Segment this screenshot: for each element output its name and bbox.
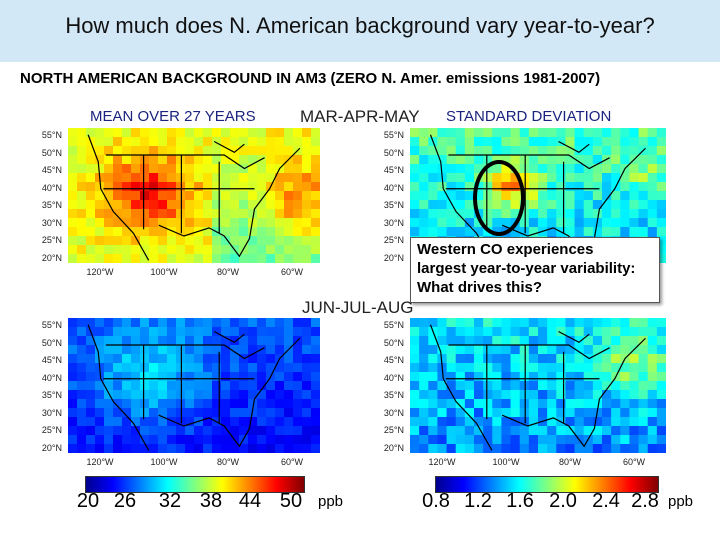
lat-tick-label: 50°N	[383, 147, 404, 158]
mean-label: MEAN OVER 27 YEARS	[90, 108, 256, 125]
lat-tick-label: 35°N	[41, 200, 62, 210]
slide-title: How much does N. American background var…	[65, 13, 655, 38]
lat-tick-label: 25°N	[383, 235, 404, 245]
colorbar-mean	[85, 476, 305, 493]
colorbar-unit: ppb	[318, 493, 344, 510]
map-mean-summer	[68, 318, 320, 453]
lat-tick-label: 25°N	[383, 425, 404, 435]
callout-box: Western CO experiences largest year-to-y…	[410, 237, 660, 303]
lat-tick-label: 45°N	[41, 355, 62, 365]
lon-tick-label: 80°W	[558, 457, 582, 467]
lon-tick-label: 60°W	[280, 267, 304, 277]
title-bar	[0, 0, 720, 62]
lon-tick-label: 60°W	[280, 457, 304, 467]
callout-line: Western CO experiences	[417, 241, 594, 258]
lat-tick-label: 55°N	[41, 320, 62, 330]
colorbar-tick: 1.6	[506, 490, 534, 512]
lat-tick-label: 45°N	[383, 165, 404, 175]
colorbar-tick: 2.8	[631, 490, 659, 512]
callout-line: largest year-to-year variability:	[417, 260, 636, 277]
colorbar-tick: 20	[76, 490, 100, 512]
colorbar-std	[435, 476, 659, 493]
callout-line: What drives this?	[417, 279, 543, 296]
highlight-circle	[473, 160, 525, 236]
lat-tick-label: 20°N	[383, 252, 404, 263]
lat-tick-label: 40°N	[383, 372, 404, 383]
lat-tick-label: 25°N	[41, 235, 62, 245]
lat-tick-label: 20°N	[41, 252, 62, 263]
map-mean-spring	[68, 128, 320, 263]
lat-tick-label: 20°N	[41, 442, 62, 453]
lat-tick-label: 55°N	[41, 130, 62, 140]
lat-tick-label: 30°N	[41, 217, 62, 228]
season-spring-label: MAR-APR-MAY	[300, 107, 420, 126]
colorbar-tick: 26	[113, 490, 137, 512]
lat-tick-label: 30°N	[383, 217, 404, 228]
lat-tick-label: 50°N	[383, 337, 404, 348]
lon-tick-label: 120°W	[428, 457, 456, 467]
lat-tick-label: 55°N	[383, 320, 404, 330]
map-field	[68, 318, 320, 453]
season-summer-label: JUN-JUL-AUG	[302, 298, 414, 317]
lon-tick-label: 120°W	[86, 457, 114, 467]
lat-tick-label: 25°N	[41, 425, 62, 435]
std-label: STANDARD DEVIATION	[446, 108, 612, 125]
map-field	[410, 318, 666, 453]
lat-tick-label: 55°N	[383, 130, 404, 140]
lat-tick-label: 35°N	[41, 390, 62, 400]
lat-tick-label: 50°N	[41, 337, 62, 348]
lat-tick-label: 35°N	[383, 200, 404, 210]
colorbar-tick: 38	[199, 490, 223, 512]
colorbar-tick: 2.4	[592, 490, 620, 512]
lat-tick-label: 35°N	[383, 390, 404, 400]
map-std-summer	[410, 318, 666, 453]
lat-tick-label: 40°N	[383, 182, 404, 193]
map-field	[68, 128, 320, 263]
colorbar-unit: ppb	[668, 493, 694, 510]
colorbar-tick: 0.8	[422, 490, 450, 512]
lat-tick-label: 20°N	[383, 442, 404, 453]
lon-tick-label: 60°W	[622, 457, 646, 467]
lat-tick-label: 30°N	[41, 407, 62, 418]
lat-tick-label: 30°N	[383, 407, 404, 418]
colorbar-tick: 44	[238, 490, 262, 512]
lon-tick-label: 100°W	[150, 457, 178, 467]
lon-tick-label: 120°W	[86, 267, 114, 277]
lat-tick-label: 50°N	[41, 147, 62, 158]
lon-tick-label: 100°W	[150, 267, 178, 277]
colorbar-tick: 2.0	[549, 490, 577, 512]
lat-tick-label: 40°N	[41, 372, 62, 383]
lon-tick-label: 80°W	[216, 267, 240, 277]
colorbar-tick: 1.2	[464, 490, 492, 512]
lon-tick-label: 80°W	[216, 457, 240, 467]
colorbar-tick: 50	[279, 490, 303, 512]
lat-tick-label: 45°N	[383, 355, 404, 365]
lat-tick-label: 45°N	[41, 165, 62, 175]
slide-subtitle: NORTH AMERICAN BACKGROUND IN AM3 (ZERO N…	[20, 70, 601, 87]
colorbar-tick: 32	[158, 490, 182, 512]
lon-tick-label: 100°W	[492, 457, 520, 467]
lat-tick-label: 40°N	[41, 182, 62, 193]
